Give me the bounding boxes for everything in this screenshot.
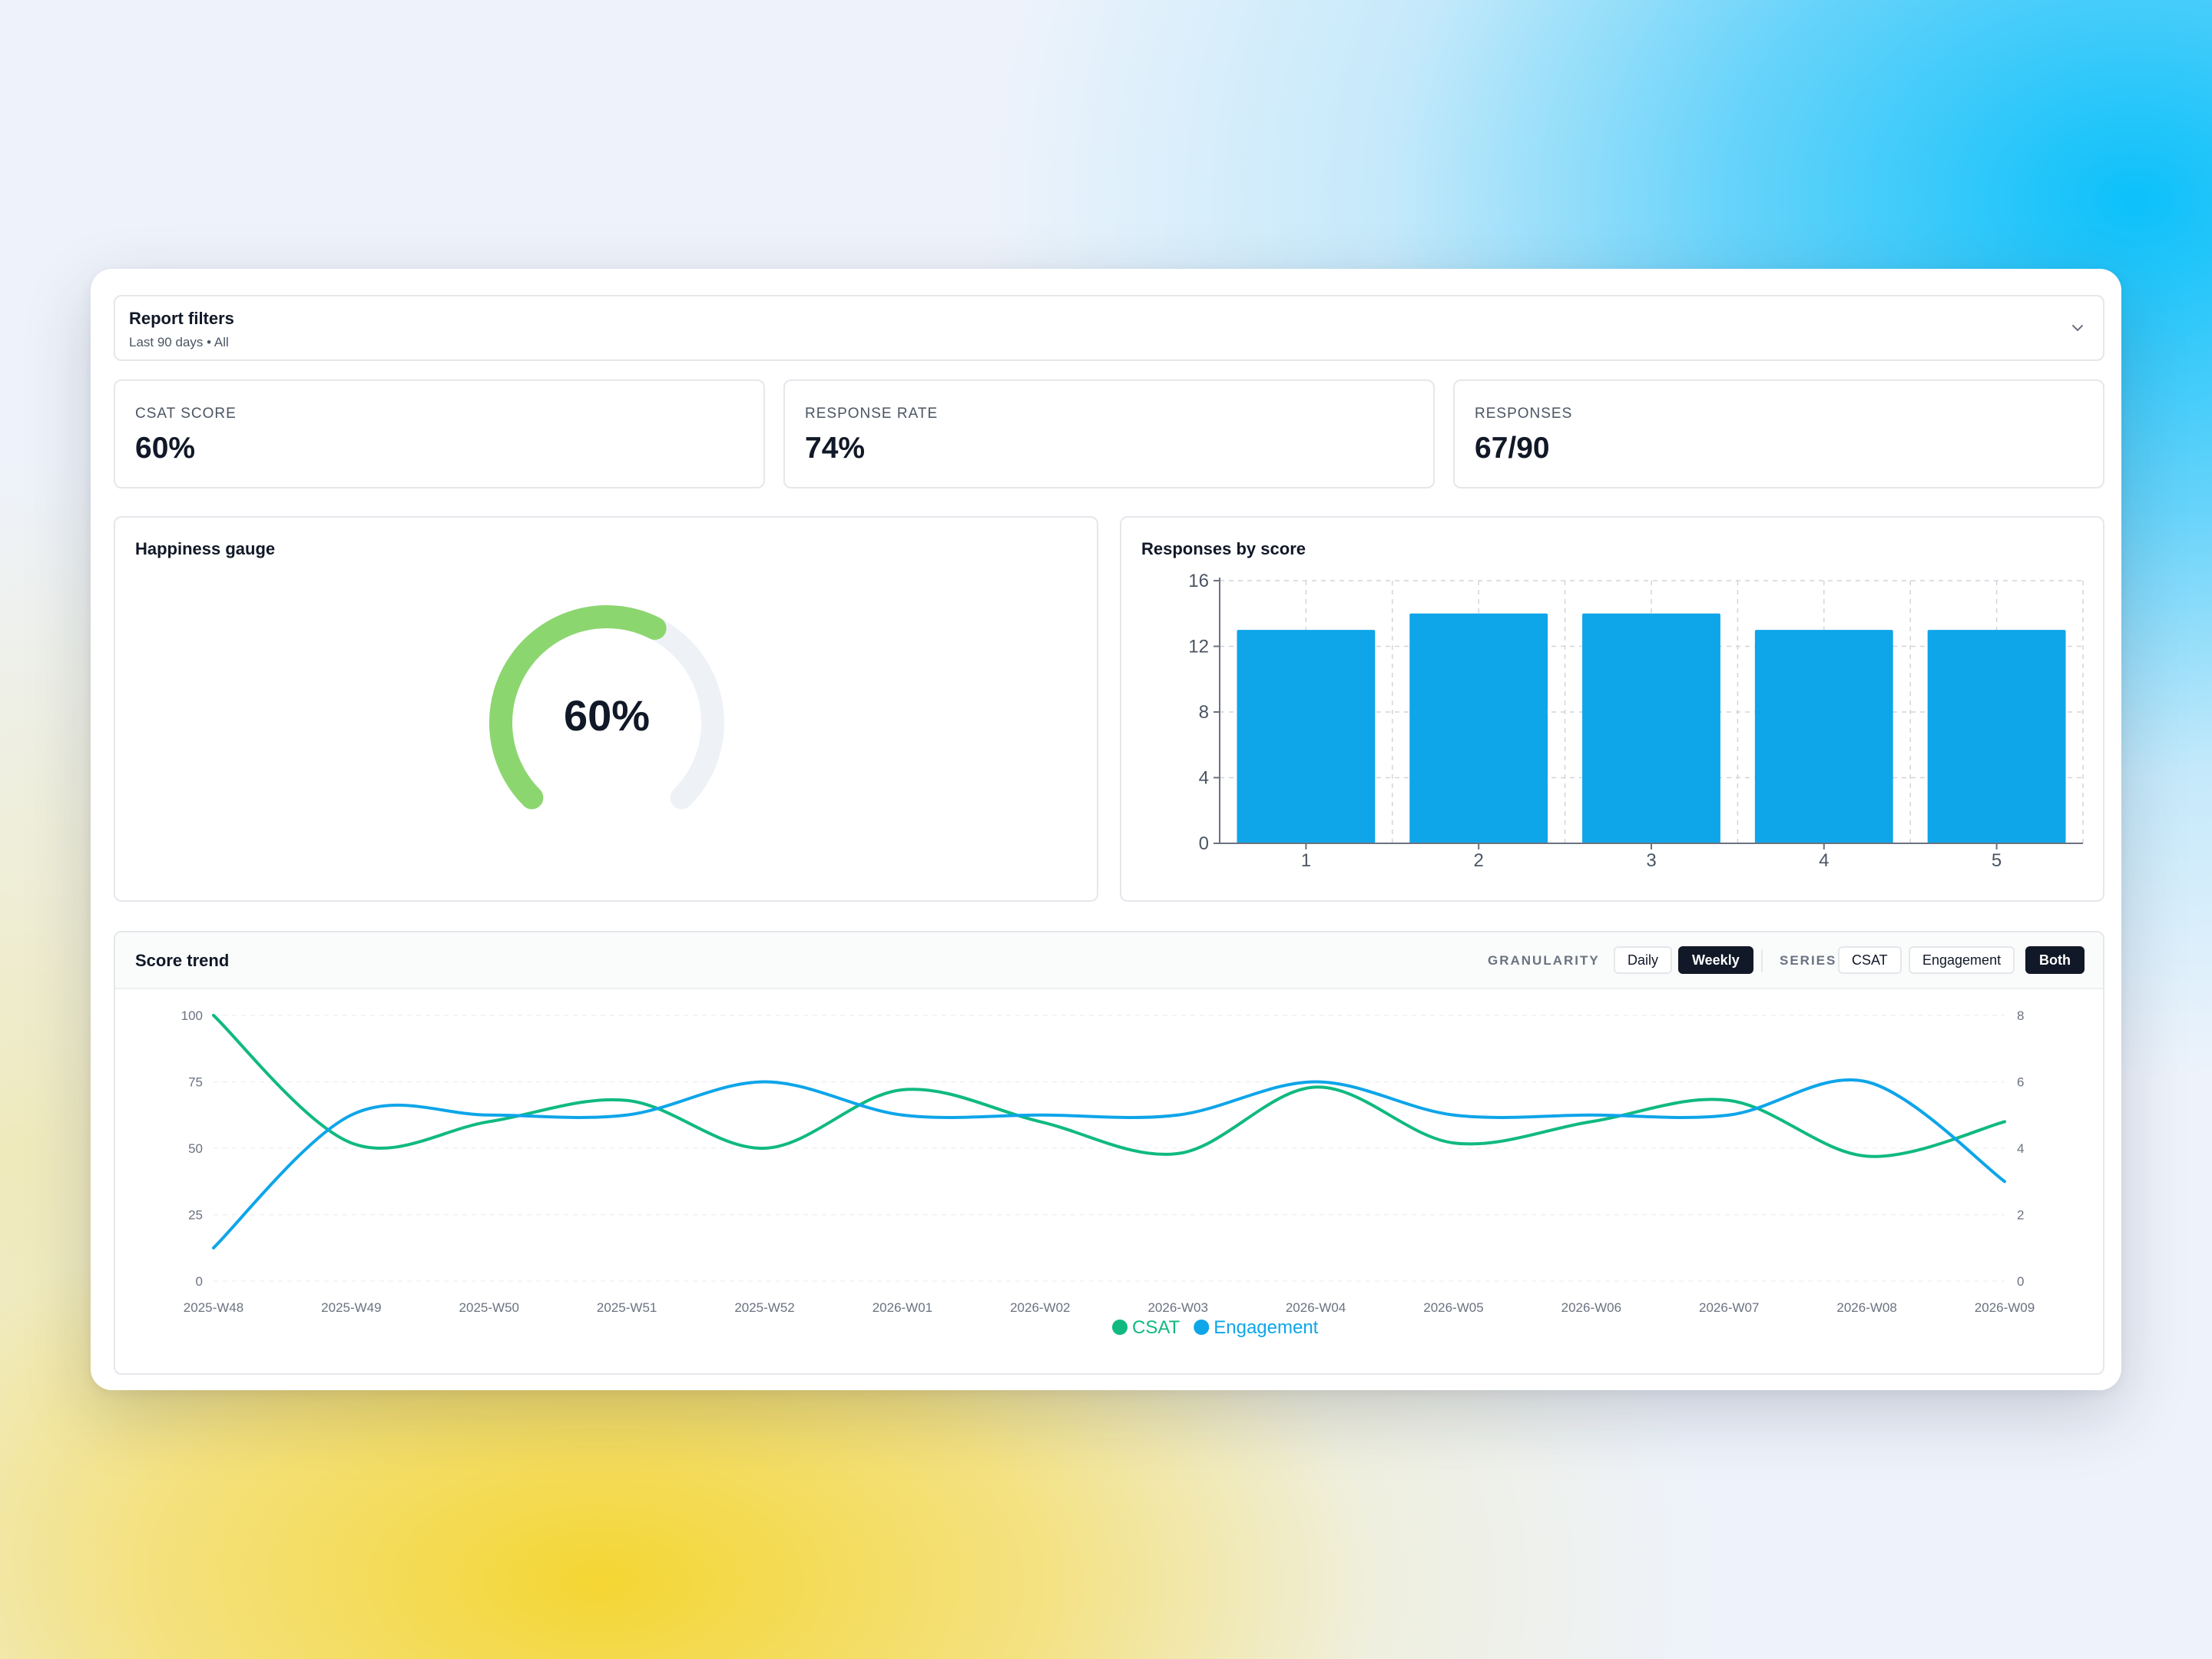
series-csat-button[interactable]: CSAT — [1838, 946, 1902, 974]
legend-label-csat: CSAT — [1132, 1317, 1181, 1338]
kpi-value: 67/90 — [1475, 432, 1550, 465]
dashboard-card: Report filters Last 90 days • All CSAT S… — [91, 269, 2121, 1390]
bar-y-tick-label: 4 — [1199, 768, 1209, 789]
trend-y-left-tick-label: 50 — [188, 1141, 203, 1156]
trend-y-right-tick-label: 6 — [2017, 1075, 2024, 1090]
kpi-value: 74% — [805, 432, 866, 465]
trend-x-tick-label: 2025-W52 — [734, 1300, 794, 1315]
score-trend-panel: Score trend GRANULARITY Daily Weekly SER… — [114, 931, 2104, 1375]
filters-summary: Last 90 days • All — [129, 335, 229, 349]
trend-x-tick-label: 2026-W05 — [1423, 1300, 1483, 1315]
trend-x-tick-label: 2025-W50 — [459, 1300, 519, 1315]
trend-y-left-tick-label: 25 — [188, 1208, 203, 1223]
gauge-fill — [489, 605, 667, 810]
trend-y-left-tick-label: 100 — [181, 1008, 203, 1023]
chevron-down-icon[interactable] — [2066, 316, 2089, 339]
bar-score-4 — [1754, 630, 1893, 843]
gauge-title: Happiness gauge — [135, 539, 276, 558]
series-engagement-button[interactable]: Engagement — [1909, 946, 2015, 974]
kpi-response-rate: RESPONSE RATE 74% — [783, 379, 1435, 488]
trend-header: Score trend GRANULARITY Daily Weekly SER… — [115, 932, 2103, 989]
legend-label-engagement: Engagement — [1214, 1317, 1318, 1338]
bar-score-1 — [1237, 630, 1376, 843]
bar-x-tick-label: 4 — [1819, 850, 1829, 871]
kpi-label: CSAT SCORE — [135, 406, 237, 422]
granularity-weekly-button[interactable]: Weekly — [1678, 946, 1753, 974]
kpi-label: RESPONSES — [1475, 406, 1573, 422]
bar-score-3 — [1582, 613, 1720, 843]
bar-score-5 — [1927, 630, 2066, 843]
trend-series-line-csat — [212, 1014, 2006, 1158]
controls-divider — [1761, 949, 1763, 972]
bar-chart-title: Responses by score — [1141, 539, 1306, 558]
granularity-label: GRANULARITY — [1488, 953, 1600, 968]
legend-swatch-csat — [1112, 1320, 1128, 1335]
bar-y-tick-label: 8 — [1199, 702, 1209, 723]
trend-y-left-tick-label: 0 — [196, 1274, 203, 1289]
trend-x-tick-label: 2025-W51 — [597, 1300, 657, 1315]
bar-y-tick-label: 12 — [1188, 637, 1209, 657]
kpi-csat-score: CSAT SCORE 60% — [114, 379, 765, 488]
bar-score-2 — [1409, 613, 1548, 843]
trend-y-right-tick-label: 2 — [2017, 1208, 2024, 1223]
bar-y-tick-label: 16 — [1188, 571, 1209, 591]
trend-x-tick-label: 2025-W49 — [321, 1300, 381, 1315]
happiness-gauge: 60% — [489, 605, 724, 810]
report-filters[interactable]: Report filters Last 90 days • All — [114, 295, 2104, 361]
bar-x-tick-label: 5 — [1992, 850, 2002, 871]
bar-y-tick-label: 0 — [1199, 833, 1209, 854]
trend-x-tick-label: 2026-W02 — [1010, 1300, 1070, 1315]
kpi-label: RESPONSE RATE — [805, 406, 939, 422]
trend-x-tick-label: 2026-W07 — [1699, 1300, 1759, 1315]
trend-x-tick-label: 2026-W04 — [1286, 1300, 1346, 1315]
responses-by-score-panel: Responses by score 0 4 8 12 16 1 2 3 4 5 — [1120, 516, 2104, 902]
trend-y-left-tick-label: 75 — [188, 1075, 203, 1090]
trend-x-tick-label: 2026-W03 — [1147, 1300, 1207, 1315]
filters-title: Report filters — [129, 309, 234, 328]
trend-x-tick-label: 2026-W09 — [1975, 1300, 2035, 1315]
kpi-responses: RESPONSES 67/90 — [1453, 379, 2104, 488]
trend-x-tick-label: 2025-W48 — [184, 1300, 243, 1315]
legend-swatch-engagement — [1194, 1320, 1210, 1335]
trend-x-tick-label: 2026-W06 — [1561, 1300, 1621, 1315]
trend-y-right-tick-label: 4 — [2017, 1141, 2024, 1156]
trend-x-tick-label: 2026-W08 — [1836, 1300, 1896, 1315]
kpi-value: 60% — [135, 432, 196, 465]
bar-x-tick-label: 3 — [1646, 850, 1656, 871]
trend-title: Score trend — [135, 951, 230, 970]
happiness-gauge-panel: Happiness gauge 60% — [114, 516, 1098, 902]
score-trend-chart: 0 25 50 75 100 0 2 4 6 8 2025-W48 2025-W49 2025-W50 2… — [181, 1008, 2035, 1338]
granularity-daily-button[interactable]: Daily — [1614, 946, 1673, 974]
trend-series-line-engagement — [212, 1078, 2006, 1250]
bar-x-tick-label: 2 — [1474, 850, 1484, 871]
trend-x-tick-label: 2026-W01 — [873, 1300, 932, 1315]
bar-x-tick-label: 1 — [1301, 850, 1311, 871]
series-label: SERIES — [1780, 953, 1837, 968]
series-both-button[interactable]: Both — [2025, 946, 2085, 974]
trend-y-right-tick-label: 0 — [2017, 1274, 2024, 1289]
gauge-value-label: 60% — [564, 691, 650, 740]
trend-y-right-tick-label: 8 — [2017, 1008, 2024, 1023]
